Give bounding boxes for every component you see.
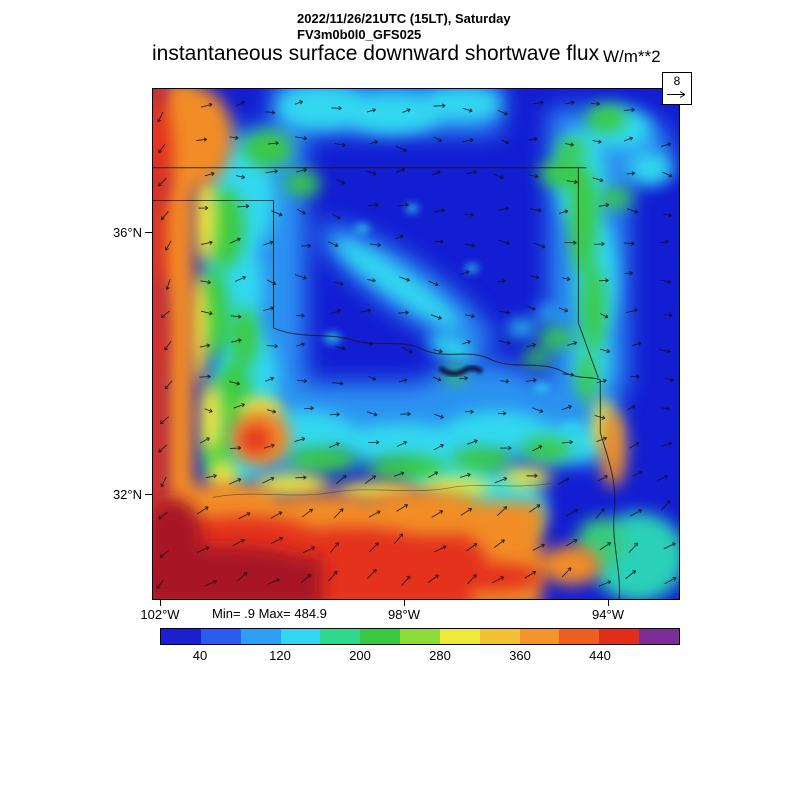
colorbar-segment [320,629,361,644]
lon-label-98w: 98°W [388,607,420,622]
lon-tick-102w [160,600,161,606]
colorbar-tick-label: 120 [269,648,291,663]
colorbar-segment [200,629,241,644]
colorbar-segment [161,629,201,644]
colorbar-segment [240,629,281,644]
colorbar-segment [519,629,560,644]
colorbar-segment [639,629,679,644]
lat-label-32n: 32°N [112,487,142,502]
colorbar-tick-label: 280 [429,648,451,663]
colorbar [160,628,680,645]
colorbar-segment [479,629,520,644]
wind-reference-value: 8 [673,74,681,88]
flux-map [153,89,679,599]
colorbar-tick-label: 360 [509,648,531,663]
colorbar-tick-label: 200 [349,648,371,663]
wind-reference-arrow-icon [667,91,686,98]
colorbar-segment [439,629,480,644]
lon-label-94w: 94°W [592,607,624,622]
colorbar-ticks: 40 120 200 280 360 440 [160,648,680,664]
colorbar-segment [559,629,600,644]
state-borders [153,167,620,599]
datetime-line: 2022/11/26/21UTC (15LT), Saturday [297,11,511,26]
lon-tick-98w [404,600,405,606]
lon-tick-94w [608,600,609,606]
minmax-text: Min= .9 Max= 484.9 [212,606,327,621]
wind-reference-box: 8 [662,72,692,105]
wind-arrows [156,100,677,589]
plot-title: instantaneous surface downward shortwave… [152,42,600,65]
lat-label-36n: 36°N [112,225,142,240]
map-panel [152,88,680,600]
colorbar-segment [400,629,440,644]
colorbar-tick-label: 40 [192,648,208,663]
colorbar-segment [599,629,640,644]
colorbar-segment [360,629,401,644]
units-label: W/m**2 [603,47,661,66]
lat-tick-32n [145,494,152,495]
lat-tick-36n [145,232,152,233]
flux-field [153,89,679,599]
colorbar-tick-label: 440 [589,648,611,663]
colorbar-segment [280,629,321,644]
lon-label-102w: 102°W [140,607,180,622]
model-line: FV3m0b0l0_GFS025 [297,27,422,42]
